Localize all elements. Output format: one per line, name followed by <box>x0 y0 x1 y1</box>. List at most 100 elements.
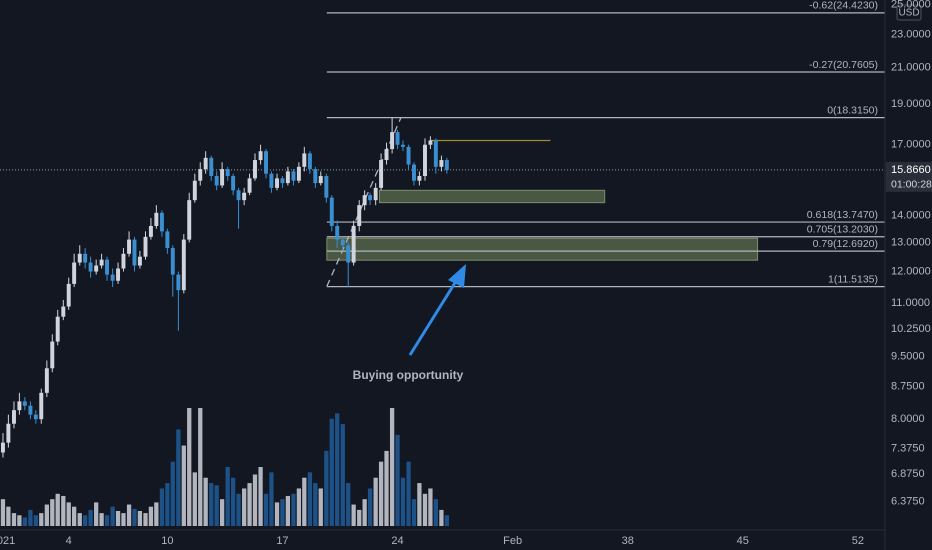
candle-body <box>275 178 279 188</box>
zone <box>378 189 606 204</box>
candle-body <box>335 225 340 240</box>
volume-bar <box>154 502 159 526</box>
volume-bar <box>88 509 93 526</box>
volume-bar <box>400 477 406 526</box>
volume-bar <box>444 515 449 526</box>
y-tick-label: 9.5000 <box>891 350 925 362</box>
price-box <box>886 161 932 178</box>
candle-body <box>159 212 164 232</box>
candle-body <box>181 239 186 291</box>
volume-bar <box>230 477 236 526</box>
candle-body <box>220 169 225 186</box>
candle-body <box>66 283 71 307</box>
candle-body <box>269 173 274 188</box>
candle-body <box>253 160 257 179</box>
volume-bar <box>61 495 66 526</box>
volume-bar <box>302 477 307 526</box>
volume-bar <box>44 504 49 526</box>
candle-body <box>105 259 110 275</box>
candle-body <box>187 200 192 240</box>
fib-label: 0(18.3150) <box>827 104 878 116</box>
volume-bar <box>318 488 323 526</box>
volume-bar <box>362 499 367 526</box>
candle-body <box>313 169 318 184</box>
volume-bar <box>214 485 219 526</box>
candle-body <box>116 268 121 281</box>
volume-bar <box>209 483 214 526</box>
volume-bar <box>198 408 203 526</box>
volume-bar <box>285 495 291 526</box>
candle-body <box>231 176 236 191</box>
volume-bar <box>22 517 27 526</box>
x-tick-label: Feb <box>503 535 522 547</box>
candle-body <box>72 262 77 284</box>
zone <box>326 237 759 261</box>
candle-body <box>406 146 411 165</box>
volume-bar <box>258 467 263 526</box>
candle-body <box>110 274 115 281</box>
candle-body <box>121 253 126 269</box>
candle-body <box>379 160 384 188</box>
volume-bar <box>378 461 384 526</box>
y-tick-label: 6.8750 <box>891 468 925 480</box>
candle-body <box>296 166 301 181</box>
volume-bar <box>50 499 55 526</box>
volume-bar <box>28 509 33 526</box>
volume-bar <box>39 513 44 526</box>
x-tick-label: 2021 <box>0 535 15 547</box>
y-tick-label: 8.7500 <box>891 380 925 392</box>
volume-bar <box>422 493 428 526</box>
volume-bar <box>143 513 148 526</box>
volume-bar <box>33 515 38 526</box>
volume-bar <box>340 424 345 526</box>
volume-bar <box>66 502 71 526</box>
candle-body <box>242 192 247 201</box>
candle-body <box>395 132 400 145</box>
plot-area: -0.62(24.4230) -0.27(20.7605) 0(18.3150) 0.… <box>0 0 885 526</box>
volume-bar <box>411 499 417 526</box>
candle-body <box>198 169 203 181</box>
candle-body <box>0 442 5 453</box>
volume-bar <box>384 450 389 526</box>
currency: USD <box>898 8 919 19</box>
candle-body <box>258 151 263 161</box>
volume-bar <box>313 483 318 526</box>
volume-bar <box>110 506 115 526</box>
volume-bar <box>307 472 313 526</box>
last-price-label: 15.8660 <box>891 164 931 176</box>
x-tick-label: 10 <box>161 535 173 547</box>
fib-label: -0.62(24.4230) <box>809 0 878 12</box>
volume-bar <box>17 515 22 526</box>
volume-bar <box>357 509 362 526</box>
volume-bar <box>176 429 181 526</box>
candle-body <box>77 253 82 263</box>
candle-body <box>400 144 405 147</box>
volume-bar <box>242 488 247 526</box>
volume-bar <box>55 493 60 526</box>
candle-body <box>127 239 132 254</box>
candle-body <box>302 153 307 167</box>
volume-bar <box>296 488 302 526</box>
fib-label: 1(11.5135) <box>828 273 878 285</box>
volume-bar <box>6 506 11 526</box>
volume-bar <box>252 474 258 526</box>
candle-body <box>285 171 290 184</box>
volume-bar <box>187 408 192 526</box>
candle-body <box>439 160 444 167</box>
y-tick-label: 7.3750 <box>891 443 925 455</box>
candle-body <box>357 205 362 226</box>
volume-bar <box>346 483 351 526</box>
volume-bar <box>291 493 296 526</box>
candle-body <box>83 253 88 263</box>
volume-bar <box>170 461 175 526</box>
volume-bar <box>389 408 395 526</box>
y-tick-label: 10.2500 <box>891 323 931 335</box>
candle-body <box>165 231 170 249</box>
candle-body <box>417 176 422 181</box>
candle-body <box>340 239 345 246</box>
volume-bar <box>0 499 6 526</box>
volume-bar <box>203 477 208 526</box>
candle-body <box>351 225 356 263</box>
